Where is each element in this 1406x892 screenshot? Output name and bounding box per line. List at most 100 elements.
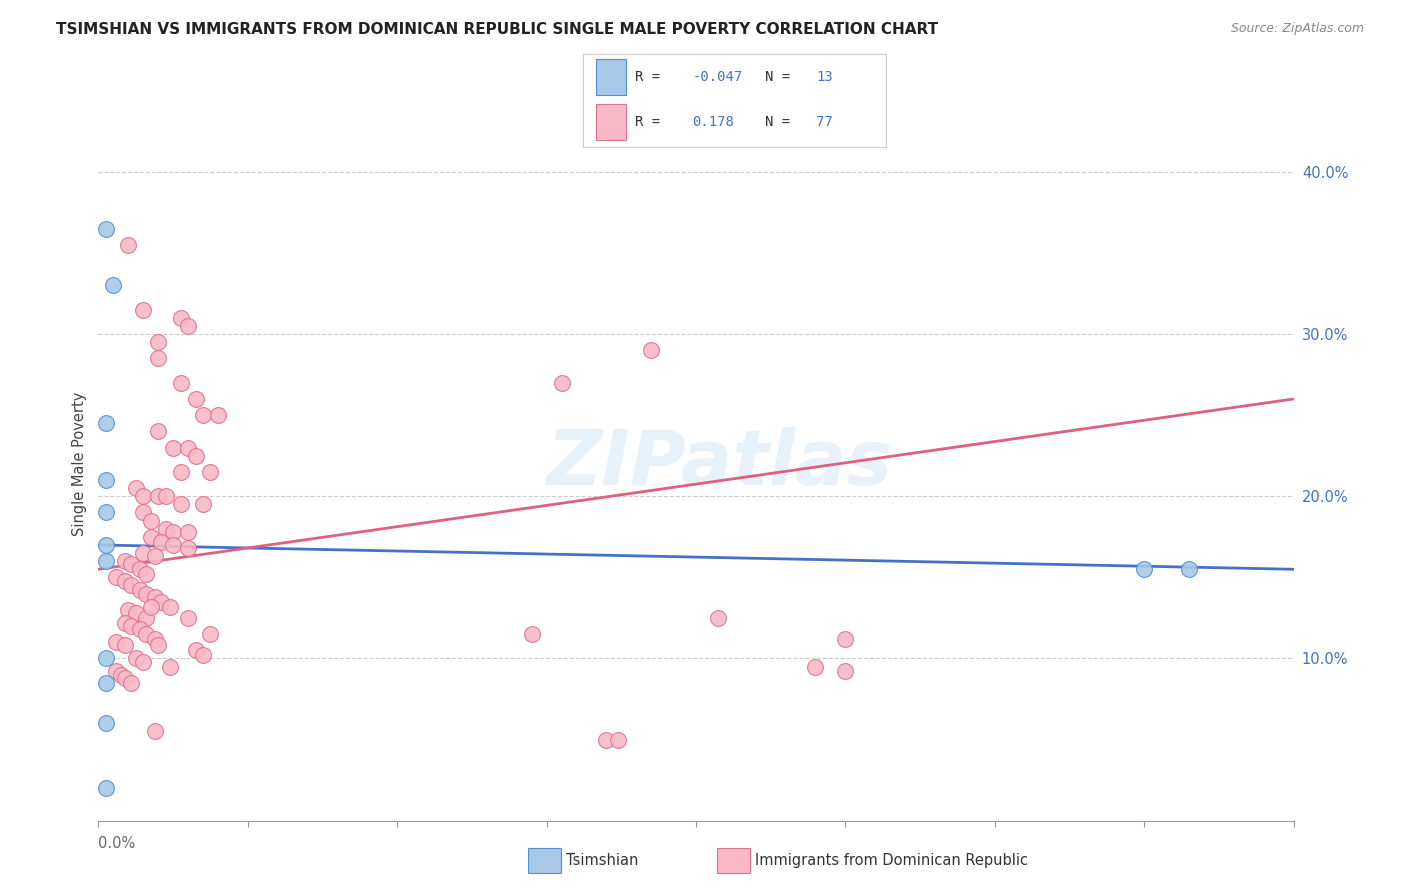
Point xyxy=(191,497,214,511)
Text: Source: ZipAtlas.com: Source: ZipAtlas.com xyxy=(1230,22,1364,36)
Point xyxy=(94,221,117,235)
Point xyxy=(105,635,128,649)
Point xyxy=(120,578,142,592)
Point xyxy=(94,506,117,520)
Point xyxy=(191,648,214,663)
Point xyxy=(117,238,139,252)
Point xyxy=(129,622,152,636)
Point xyxy=(595,732,617,747)
Point xyxy=(143,590,166,604)
Text: R =: R = xyxy=(636,70,668,84)
Point xyxy=(162,538,184,552)
Point xyxy=(834,632,856,646)
Point xyxy=(640,343,662,358)
FancyBboxPatch shape xyxy=(596,104,626,140)
Text: 0.178: 0.178 xyxy=(692,115,734,128)
Point xyxy=(139,599,162,614)
Point xyxy=(94,675,117,690)
Point xyxy=(117,603,139,617)
Text: -0.047: -0.047 xyxy=(692,70,742,84)
Point xyxy=(177,611,200,625)
Point xyxy=(94,651,117,665)
Point xyxy=(520,627,543,641)
Point xyxy=(200,627,222,641)
Point xyxy=(1178,562,1201,576)
Point xyxy=(132,506,155,520)
Text: 77: 77 xyxy=(817,115,832,128)
Point xyxy=(148,489,170,503)
Point xyxy=(132,302,155,317)
FancyBboxPatch shape xyxy=(529,848,561,873)
Point xyxy=(94,554,117,568)
Y-axis label: Single Male Poverty: Single Male Poverty xyxy=(72,392,87,536)
Point xyxy=(94,417,117,431)
Point xyxy=(143,549,166,564)
Point xyxy=(114,639,136,653)
Point xyxy=(191,408,214,422)
Point xyxy=(94,716,117,731)
Point xyxy=(120,619,142,633)
Point xyxy=(1133,562,1156,576)
Point xyxy=(120,558,142,572)
Point xyxy=(834,665,856,679)
Point xyxy=(169,376,191,390)
FancyBboxPatch shape xyxy=(717,848,749,873)
Point xyxy=(177,441,200,455)
Text: 0.0%: 0.0% xyxy=(98,837,135,851)
Point xyxy=(159,659,181,673)
Text: N =: N = xyxy=(765,70,799,84)
Point xyxy=(129,562,152,576)
Point xyxy=(550,376,572,390)
Point xyxy=(177,524,200,539)
Point xyxy=(159,599,181,614)
Point xyxy=(135,627,157,641)
Point xyxy=(110,667,132,681)
Point xyxy=(120,675,142,690)
Point xyxy=(139,514,162,528)
Point xyxy=(184,392,207,406)
Point xyxy=(114,615,136,630)
Point xyxy=(143,724,166,739)
Text: Tsimshian: Tsimshian xyxy=(567,854,638,868)
Point xyxy=(169,497,191,511)
Point xyxy=(135,567,157,582)
Point xyxy=(139,530,162,544)
Point xyxy=(150,534,173,549)
Point xyxy=(707,611,730,625)
Point xyxy=(94,781,117,796)
Point xyxy=(135,611,157,625)
Point xyxy=(607,732,630,747)
Text: N =: N = xyxy=(765,115,799,128)
Text: Immigrants from Dominican Republic: Immigrants from Dominican Republic xyxy=(755,854,1028,868)
Point xyxy=(148,425,170,439)
Point xyxy=(105,665,128,679)
Point xyxy=(804,659,827,673)
Point xyxy=(132,546,155,560)
Point xyxy=(155,522,177,536)
Point xyxy=(143,632,166,646)
Point xyxy=(105,570,128,584)
FancyBboxPatch shape xyxy=(596,59,626,95)
Point xyxy=(135,586,157,600)
Point xyxy=(94,473,117,487)
Text: TSIMSHIAN VS IMMIGRANTS FROM DOMINICAN REPUBLIC SINGLE MALE POVERTY CORRELATION : TSIMSHIAN VS IMMIGRANTS FROM DOMINICAN R… xyxy=(56,22,938,37)
Point xyxy=(103,278,125,293)
Point xyxy=(207,408,229,422)
Point xyxy=(148,639,170,653)
Point xyxy=(155,489,177,503)
Point xyxy=(148,351,170,366)
Point xyxy=(114,671,136,685)
Point xyxy=(169,310,191,325)
Point xyxy=(132,655,155,669)
Point xyxy=(129,583,152,598)
Text: ZIPatlas: ZIPatlas xyxy=(547,427,893,500)
Point xyxy=(94,538,117,552)
Point xyxy=(148,335,170,350)
Point xyxy=(114,554,136,568)
Point xyxy=(169,465,191,479)
Point xyxy=(162,441,184,455)
Point xyxy=(184,643,207,657)
Text: 13: 13 xyxy=(817,70,832,84)
Point xyxy=(132,489,155,503)
Point xyxy=(200,465,222,479)
